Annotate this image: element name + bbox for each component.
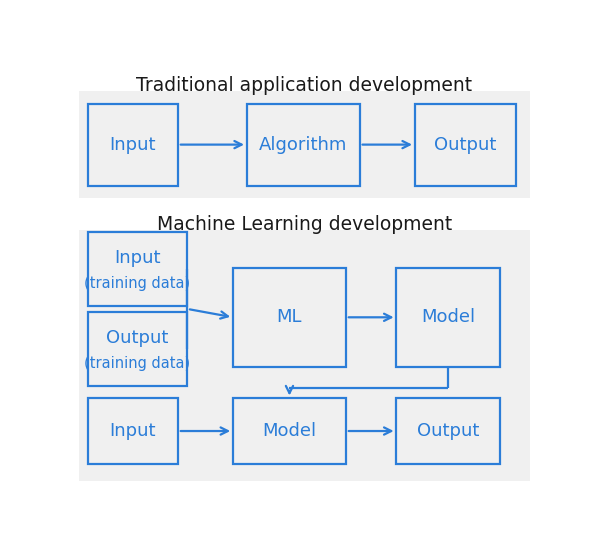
FancyBboxPatch shape xyxy=(88,232,187,306)
Text: Output: Output xyxy=(417,422,479,440)
Text: Traditional application development: Traditional application development xyxy=(137,76,472,95)
FancyBboxPatch shape xyxy=(247,103,360,185)
FancyBboxPatch shape xyxy=(88,398,178,464)
Text: Model: Model xyxy=(263,422,317,440)
FancyBboxPatch shape xyxy=(233,268,346,367)
Text: Input: Input xyxy=(110,136,156,154)
Text: Output: Output xyxy=(106,329,169,347)
Text: (training data): (training data) xyxy=(84,276,191,291)
FancyBboxPatch shape xyxy=(79,230,530,480)
FancyBboxPatch shape xyxy=(397,268,500,367)
Text: Input: Input xyxy=(110,422,156,440)
FancyBboxPatch shape xyxy=(88,312,187,386)
Text: Algorithm: Algorithm xyxy=(259,136,347,154)
Text: (training data): (training data) xyxy=(84,356,191,371)
FancyBboxPatch shape xyxy=(88,103,178,185)
Text: Model: Model xyxy=(421,309,475,327)
Text: ML: ML xyxy=(277,309,302,327)
FancyBboxPatch shape xyxy=(415,103,516,185)
Text: Input: Input xyxy=(114,249,161,267)
Text: Machine Learning development: Machine Learning development xyxy=(157,215,452,234)
FancyBboxPatch shape xyxy=(79,91,530,199)
Text: Output: Output xyxy=(434,136,497,154)
FancyBboxPatch shape xyxy=(233,398,346,464)
FancyBboxPatch shape xyxy=(397,398,500,464)
